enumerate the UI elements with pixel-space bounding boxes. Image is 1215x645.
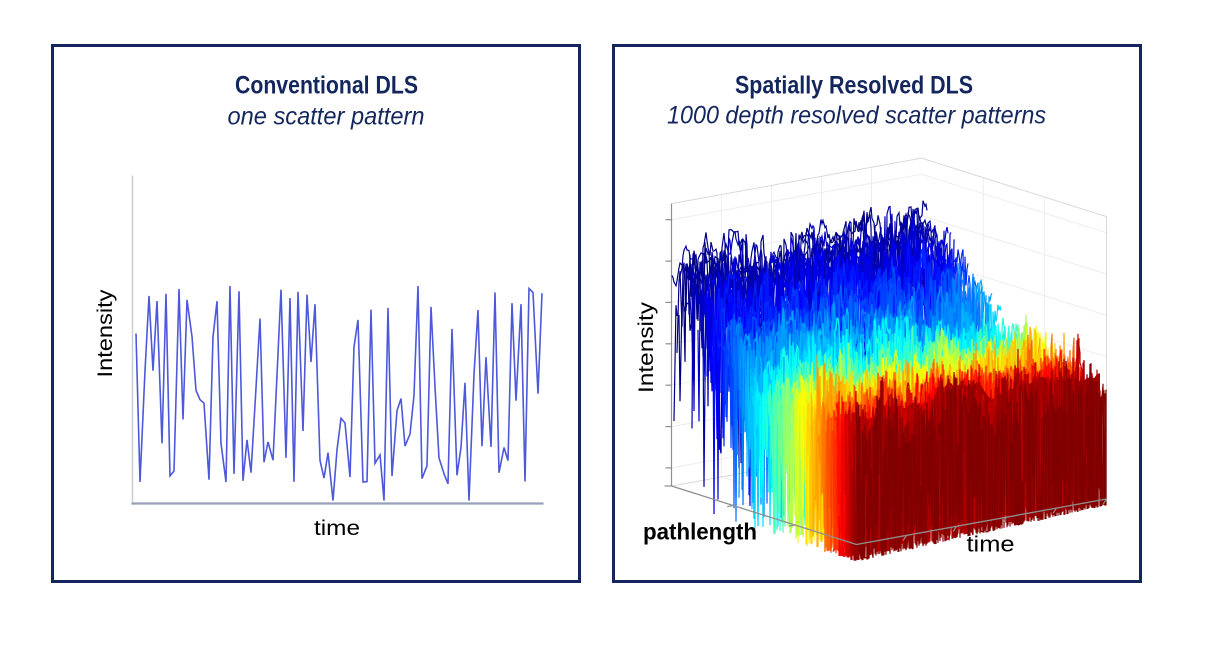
svg-text:one scatter pattern: one scatter pattern [228,103,425,131]
svg-text:pathlength: pathlength [643,518,757,544]
svg-text:1000 depth resolved scatter pa: 1000 depth resolved scatter patterns [667,102,1046,130]
svg-text:Intensity: Intensity [94,289,117,378]
svg-text:time: time [967,532,1015,557]
svg-text:time: time [314,517,360,540]
svg-text:Intensity: Intensity [635,301,658,393]
svg-text:Spatially Resolved DLS: Spatially Resolved DLS [735,72,973,100]
svg-text:Conventional DLS: Conventional DLS [235,72,418,100]
